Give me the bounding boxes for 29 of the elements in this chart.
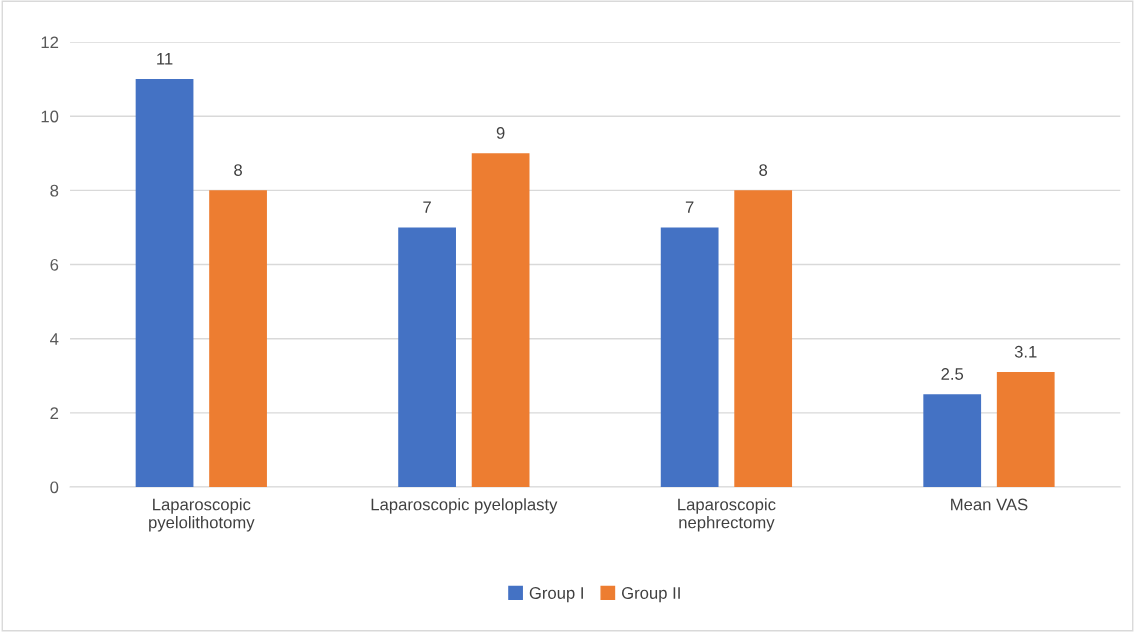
x-tick-label: Laparoscopic pyeloplasty — [371, 498, 558, 514]
x-tick-label: Mean VAS — [951, 498, 1028, 511]
data-label: 11 — [157, 53, 173, 65]
y-tick-label: 8 — [50, 184, 59, 197]
legend-label: Group I — [529, 587, 583, 603]
x-tick-label: Laparoscopic pyelolithotomy — [149, 498, 255, 532]
bar — [398, 227, 456, 488]
y-tick-label: 6 — [50, 258, 59, 271]
y-tick-label: 10 — [41, 110, 59, 123]
data-label: 8 — [234, 164, 242, 176]
data-label: 8 — [759, 164, 768, 176]
data-label: 3.1 — [1014, 345, 1037, 358]
x-tick-label: Laparoscopic nephrectomy — [678, 498, 776, 532]
y-tick-label: 4 — [50, 333, 59, 345]
data-label: 7 — [423, 201, 431, 213]
bar — [734, 190, 793, 488]
bar — [923, 394, 982, 488]
y-tick-label: 0 — [50, 481, 59, 494]
y-tick-label: 12 — [41, 36, 59, 49]
legend-label: Group II — [621, 587, 680, 603]
bar — [996, 372, 1055, 488]
data-label: 7 — [685, 201, 694, 213]
data-label: 2.5 — [941, 368, 964, 380]
data-label: 9 — [496, 127, 505, 139]
bar — [135, 79, 194, 488]
y-tick-label: 2 — [50, 407, 59, 419]
bar — [660, 227, 719, 488]
bar — [471, 153, 530, 488]
bar — [209, 190, 267, 488]
